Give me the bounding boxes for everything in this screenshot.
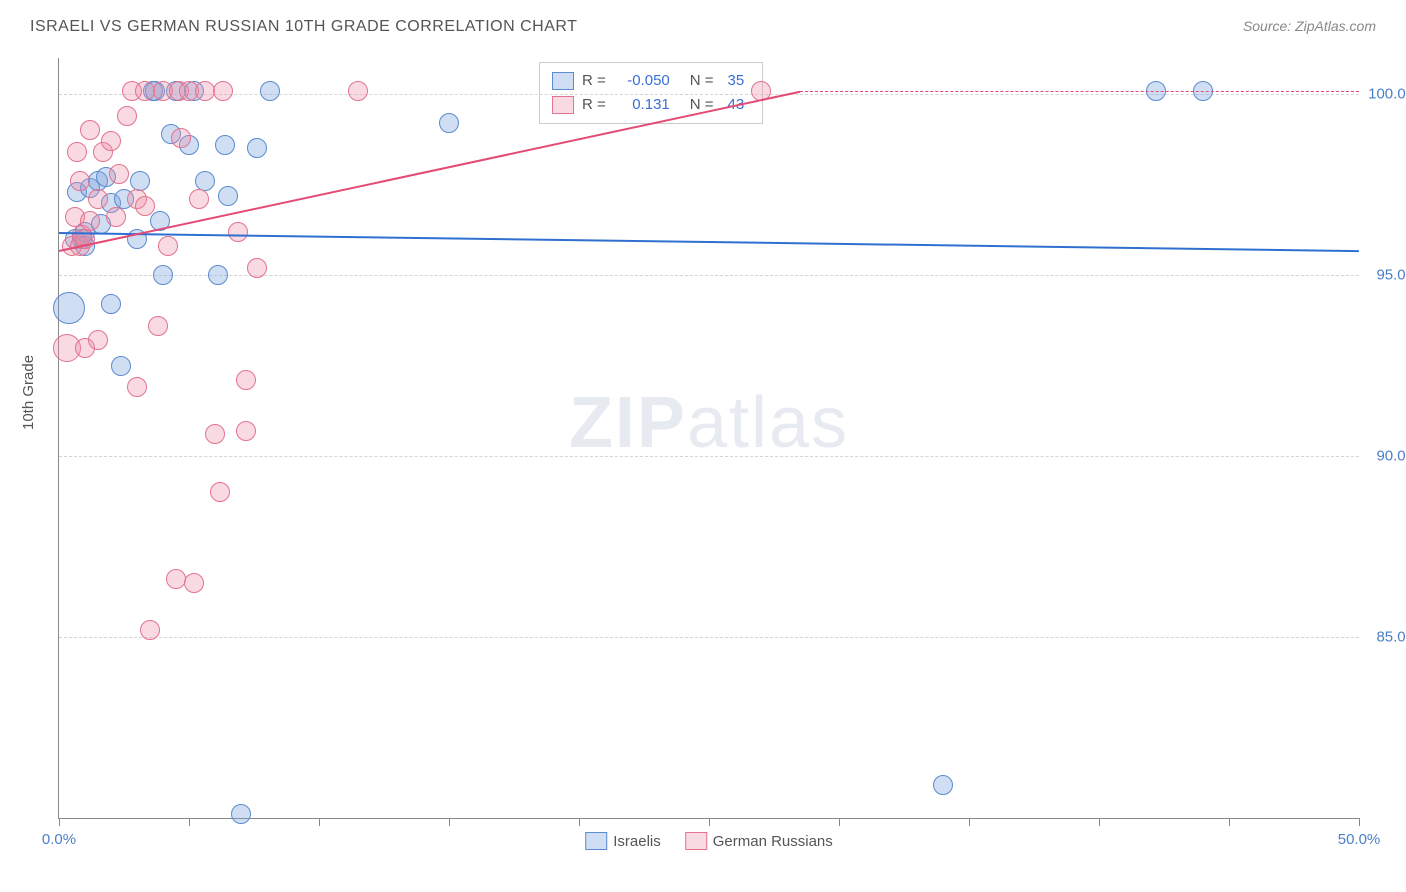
scatter-point [53, 292, 85, 324]
scatter-point [184, 573, 204, 593]
chart-source: Source: ZipAtlas.com [1243, 18, 1376, 34]
y-axis-label: 10th Grade [20, 355, 37, 430]
series-legend-item: Israelis [585, 832, 661, 850]
scatter-point [88, 330, 108, 350]
watermark: ZIPatlas [569, 382, 849, 464]
x-tick [1229, 818, 1230, 826]
scatter-point [106, 207, 126, 227]
scatter-point [80, 211, 100, 231]
legend-swatch [552, 72, 574, 90]
scatter-point [205, 424, 225, 444]
legend-r-value: 0.131 [614, 93, 676, 117]
scatter-point [158, 236, 178, 256]
scatter-point [189, 189, 209, 209]
scatter-point [101, 294, 121, 314]
correlation-legend: R =-0.050N =35R =0.131N =43 [539, 62, 763, 124]
plot-area: ZIPatlas R =-0.050N =35R =0.131N =43 Isr… [58, 58, 1359, 819]
scatter-point [933, 775, 953, 795]
scatter-point [135, 196, 155, 216]
scatter-point [140, 620, 160, 640]
legend-swatch [685, 832, 707, 850]
legend-swatch [585, 832, 607, 850]
x-tick [839, 818, 840, 826]
scatter-point [247, 138, 267, 158]
gridline [59, 456, 1359, 457]
scatter-point [70, 171, 90, 191]
legend-n-value: 35 [722, 69, 751, 93]
legend-n-label: N = [690, 69, 714, 93]
legend-row: R =0.131N =43 [552, 93, 750, 117]
legend-swatch [552, 96, 574, 114]
x-tick-label: 0.0% [42, 831, 76, 848]
y-tick-label: 90.0% [1364, 448, 1406, 465]
x-tick [969, 818, 970, 826]
x-tick [1099, 818, 1100, 826]
x-tick [579, 818, 580, 826]
x-tick [319, 818, 320, 826]
scatter-point [213, 81, 233, 101]
gridline [59, 637, 1359, 638]
trend-line [800, 91, 1359, 92]
scatter-point [195, 81, 215, 101]
scatter-point [247, 258, 267, 278]
x-tick [59, 818, 60, 826]
x-tick [1359, 818, 1360, 826]
scatter-point [228, 222, 248, 242]
y-tick-label: 95.0% [1364, 267, 1406, 284]
scatter-point [208, 265, 228, 285]
scatter-point [148, 316, 168, 336]
x-tick [189, 818, 190, 826]
scatter-point [215, 135, 235, 155]
scatter-point [348, 81, 368, 101]
series-legend: Israelis German Russians [585, 832, 833, 850]
trend-line [59, 232, 1359, 252]
y-tick-label: 85.0% [1364, 629, 1406, 646]
legend-r-label: R = [582, 93, 606, 117]
scatter-point [88, 189, 108, 209]
scatter-point [135, 81, 155, 101]
legend-r-label: R = [582, 69, 606, 93]
scatter-point [210, 482, 230, 502]
scatter-point [439, 113, 459, 133]
series-legend-label: Israelis [613, 833, 661, 850]
x-tick [449, 818, 450, 826]
scatter-point [218, 186, 238, 206]
scatter-point [153, 265, 173, 285]
y-tick-label: 100.0% [1364, 86, 1406, 103]
scatter-point [166, 569, 186, 589]
chart-title: ISRAELI VS GERMAN RUSSIAN 10TH GRADE COR… [30, 18, 577, 36]
legend-row: R = -0.050 N = 35 [552, 69, 750, 93]
scatter-point [111, 356, 131, 376]
x-tick [709, 818, 710, 826]
scatter-point [130, 171, 150, 191]
scatter-point [171, 128, 191, 148]
scatter-point [127, 377, 147, 397]
scatter-point [117, 106, 137, 126]
series-legend-item: German Russians [685, 832, 833, 850]
series-legend-label: German Russians [713, 833, 833, 850]
trend-line [59, 91, 800, 252]
legend-r-value: -0.050 [614, 69, 676, 93]
scatter-point [80, 120, 100, 140]
scatter-point [195, 171, 215, 191]
scatter-point [67, 142, 87, 162]
scatter-point [109, 164, 129, 184]
scatter-point [231, 804, 251, 824]
scatter-point [101, 131, 121, 151]
scatter-point [260, 81, 280, 101]
x-tick-label: 50.0% [1338, 831, 1381, 848]
scatter-point [236, 370, 256, 390]
scatter-point [236, 421, 256, 441]
